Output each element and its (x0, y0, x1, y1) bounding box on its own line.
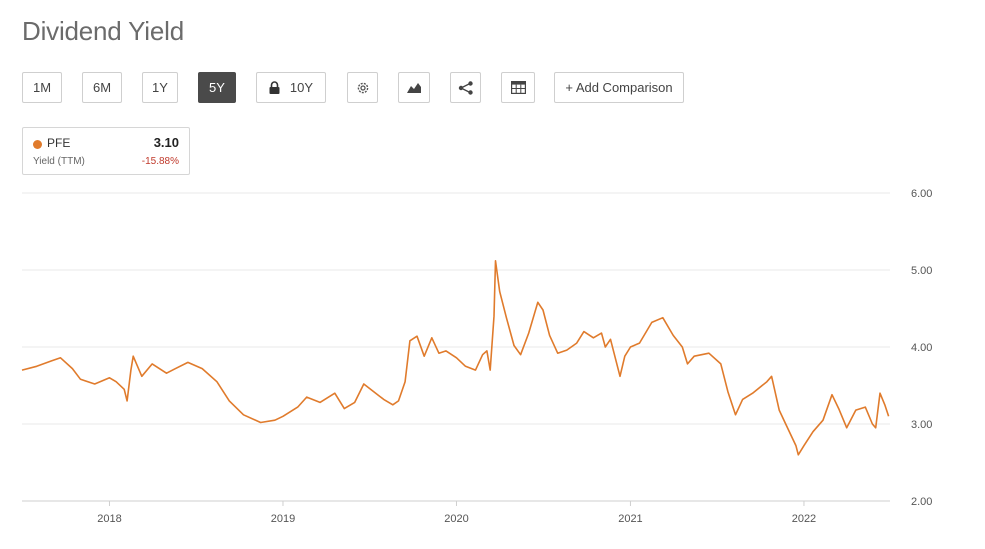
series-layer (21, 259, 890, 456)
legend-metric-label: Yield (TTM) (33, 156, 85, 167)
table-icon (510, 81, 526, 94)
add-comparison-label: + Add Comparison (565, 80, 673, 95)
y-tick-label: 5.00 (911, 265, 932, 277)
range-button-1m[interactable]: 1M (22, 72, 62, 103)
legend-card[interactable]: PFE 3.10 Yield (TTM) -15.88% (22, 127, 190, 175)
legend-current-value: 3.10 (153, 135, 179, 150)
y-tick-label: 2.00 (911, 496, 932, 508)
range-button-6m[interactable]: 6M (82, 72, 122, 103)
x-tick-label: 2019 (271, 513, 295, 525)
gear-icon (356, 81, 370, 95)
y-axis: 2.00 3.00 4.00 5.00 6.00 (911, 188, 932, 508)
chart-type-button[interactable] (398, 72, 430, 103)
x-tick-label: 2018 (97, 513, 121, 525)
legend-change: -15.88% (141, 156, 179, 167)
x-axis: 2018 2019 2020 2021 2022 (97, 501, 816, 525)
range-button-1y[interactable]: 1Y (142, 72, 178, 103)
lock-icon (269, 81, 280, 94)
series-color-dot (33, 140, 42, 149)
series-line-pfe[interactable] (21, 259, 890, 456)
x-tick-label: 2022 (792, 513, 816, 525)
range-label-1m: 1M (32, 80, 52, 95)
range-button-5y[interactable]: 5Y (198, 72, 236, 103)
grid-layer (22, 192, 890, 502)
y-tick-label: 6.00 (911, 188, 932, 200)
x-tick-label: 2021 (618, 513, 642, 525)
settings-button[interactable] (347, 72, 378, 103)
chart-type-icon (406, 81, 422, 94)
page-title: Dividend Yield (22, 16, 184, 46)
range-button-10y[interactable]: 10Y (256, 72, 326, 103)
y-tick-label: 3.00 (911, 419, 932, 431)
add-comparison-button[interactable]: + Add Comparison (554, 72, 684, 103)
legend-ticker: PFE (47, 136, 71, 150)
share-button[interactable] (450, 72, 481, 103)
table-view-button[interactable] (501, 72, 535, 103)
range-label-5y: 5Y (209, 80, 225, 95)
share-icon (458, 80, 474, 95)
range-label-6m: 6M (92, 80, 112, 95)
range-label-1y: 1Y (152, 80, 168, 95)
y-tick-label: 4.00 (911, 342, 932, 354)
x-tick-label: 2020 (444, 513, 468, 525)
range-label-10y: 10Y (289, 80, 314, 95)
